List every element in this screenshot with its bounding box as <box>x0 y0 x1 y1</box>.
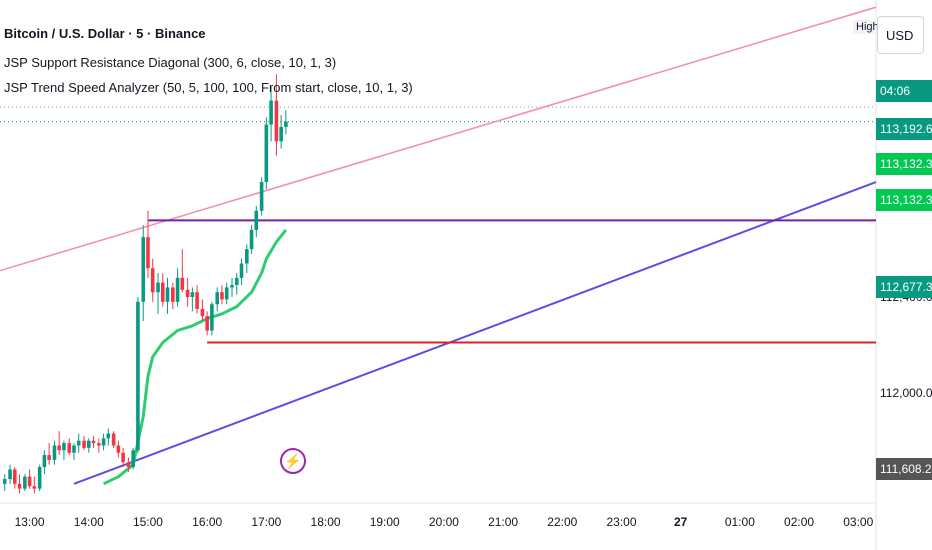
resistance-diagonal-line <box>0 6 877 272</box>
indicator-legend-support-resistance[interactable]: JSP Support Resistance Diagonal (300, 6,… <box>4 55 337 70</box>
candle-body <box>220 292 224 300</box>
price-label-1: 113,192.61 <box>876 118 932 140</box>
time-axis-tick: 13:00 <box>15 515 45 529</box>
candle-body <box>121 452 125 463</box>
candle-body <box>82 440 86 448</box>
time-axis-tick: 21:00 <box>488 515 518 529</box>
candle-body <box>205 316 209 331</box>
candle-body <box>32 486 37 489</box>
candle-body <box>67 443 72 453</box>
currency-button[interactable]: USD <box>877 16 924 54</box>
candle-body <box>8 469 12 480</box>
candle-body <box>2 479 7 484</box>
candle-body <box>156 282 160 293</box>
price-label-4: 112,677.34 <box>876 276 932 298</box>
time-axis-tick: 20:00 <box>429 515 459 529</box>
time-axis-tick: 03:00 <box>843 515 873 529</box>
candle-body <box>215 292 220 305</box>
candle-body <box>146 237 150 269</box>
candle-body <box>136 301 140 451</box>
candle-body <box>239 263 244 278</box>
candle-body <box>230 285 234 288</box>
candle-body <box>86 440 91 448</box>
time-axis-tick: 02:00 <box>784 515 814 529</box>
candle-body <box>131 450 135 468</box>
time-axis-tick: 18:00 <box>311 515 341 529</box>
candle-body <box>279 126 283 142</box>
candle-body <box>12 469 17 484</box>
price-label-2: 113,132.32 <box>876 153 932 175</box>
time-axis-tick: 27 <box>674 515 688 529</box>
candle-body <box>185 289 190 298</box>
candle-body <box>23 476 27 489</box>
candle-body <box>249 229 254 250</box>
time-axis-tick: 23:00 <box>606 515 636 529</box>
price-label-3: 113,132.32 <box>876 189 932 211</box>
candle-body <box>180 277 185 290</box>
candle-body <box>190 292 195 298</box>
candle-body <box>141 237 146 302</box>
support-diagonal-line <box>73 181 877 485</box>
candle-body <box>259 182 264 211</box>
candle-body <box>274 100 279 142</box>
candle-body <box>47 455 51 460</box>
candle-body <box>57 445 61 451</box>
candle-body <box>42 455 47 468</box>
candle-body <box>234 277 239 286</box>
candle-body <box>91 440 96 444</box>
candle-body <box>97 443 101 446</box>
candle-body <box>72 445 76 453</box>
candle-body <box>224 287 229 300</box>
candle-body <box>171 287 175 302</box>
symbol-title[interactable]: Bitcoin / U.S. Dollar · 5 · Binance <box>4 26 206 41</box>
time-axis-tick: 14:00 <box>74 515 104 529</box>
high-tag: High <box>853 20 882 34</box>
candle-body <box>195 292 199 309</box>
candle-body <box>101 438 106 446</box>
trend-speed-line <box>102 228 288 486</box>
time-axis-tick: 19:00 <box>370 515 400 529</box>
time-axis-tick: 17:00 <box>251 515 281 529</box>
candle-body <box>37 467 42 489</box>
lightning-bolt-icon[interactable]: ⚡ <box>280 448 306 474</box>
candle-body <box>27 476 32 487</box>
candle-body <box>160 282 165 302</box>
candle-body <box>62 443 66 451</box>
indicator-legend-trend-speed[interactable]: JSP Trend Speed Analyzer (50, 5, 100, 10… <box>4 80 413 95</box>
candle-body <box>175 277 180 302</box>
candle-body <box>111 433 116 446</box>
candle-body <box>165 287 170 302</box>
time-axis-tick: 01:00 <box>725 515 755 529</box>
time-axis-tick: 22:00 <box>547 515 577 529</box>
price-axis-tick: 112,000.00 <box>880 386 932 400</box>
candle-body <box>269 100 273 125</box>
time-axis-tick: 15:00 <box>133 515 163 529</box>
candle-body <box>284 121 288 127</box>
candle-body <box>210 304 214 331</box>
candle-body <box>245 249 249 264</box>
candle-body <box>254 210 259 230</box>
candle-body <box>264 124 269 183</box>
candle-body <box>116 445 121 453</box>
candle-body <box>126 462 131 468</box>
price-label-5: 111,608.22 <box>876 458 932 480</box>
countdown-label: 04:06 <box>876 80 932 102</box>
time-axis-tick: 16:00 <box>192 515 222 529</box>
candle-body <box>200 308 205 317</box>
candle-body <box>76 440 81 446</box>
candle-body <box>17 483 22 489</box>
candle-body <box>150 268 155 293</box>
candle-body <box>106 433 111 439</box>
candle-body <box>52 445 57 460</box>
